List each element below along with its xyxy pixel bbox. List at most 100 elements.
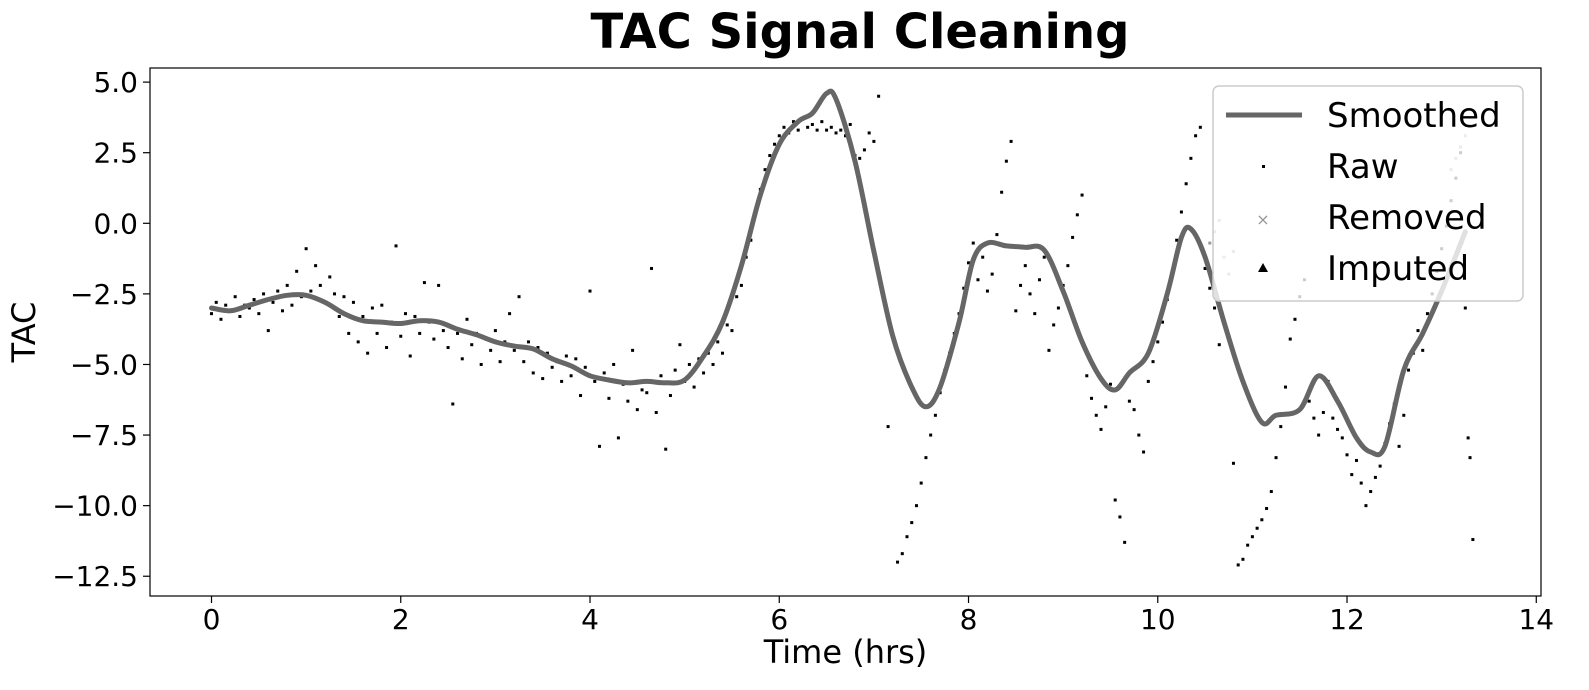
raw-point xyxy=(1279,425,1283,429)
raw-point xyxy=(465,317,469,321)
raw-point xyxy=(451,402,455,406)
raw-point xyxy=(602,371,606,375)
raw-point xyxy=(356,340,360,344)
raw-point xyxy=(564,354,568,358)
raw-point xyxy=(224,303,228,307)
raw-point xyxy=(1213,306,1217,310)
raw-point xyxy=(1189,156,1193,160)
raw-point xyxy=(796,128,800,132)
y-tick-label: −7.5 xyxy=(70,419,138,452)
raw-point xyxy=(266,329,270,333)
raw-point xyxy=(333,292,337,296)
raw-point xyxy=(290,303,294,307)
raw-point xyxy=(1345,453,1349,457)
raw-point xyxy=(702,371,706,375)
raw-point xyxy=(716,340,720,344)
raw-point xyxy=(635,408,639,412)
raw-point xyxy=(668,394,672,398)
raw-point xyxy=(489,348,493,352)
y-tick-label: −5.0 xyxy=(70,348,138,381)
raw-point xyxy=(210,312,214,316)
y-tick-label: −2.5 xyxy=(70,278,138,311)
raw-point xyxy=(569,374,573,378)
raw-point xyxy=(460,357,464,361)
raw-point xyxy=(1179,210,1183,214)
raw-point xyxy=(309,289,313,293)
raw-point xyxy=(593,379,597,383)
raw-point xyxy=(318,283,322,287)
raw-point xyxy=(829,125,833,129)
y-axis-label: TAC xyxy=(5,302,43,364)
raw-point xyxy=(877,94,881,98)
x-tick-label: 2 xyxy=(392,603,410,636)
raw-point xyxy=(536,346,540,350)
raw-point xyxy=(1056,306,1060,310)
raw-point xyxy=(361,314,365,318)
raw-point xyxy=(437,283,441,287)
raw-point xyxy=(1023,264,1027,268)
raw-point xyxy=(1009,139,1013,143)
raw-point xyxy=(1336,427,1340,431)
raw-point xyxy=(1127,399,1131,403)
raw-point xyxy=(446,346,450,350)
raw-point xyxy=(650,266,654,270)
raw-point xyxy=(645,391,649,395)
raw-point xyxy=(314,264,318,268)
raw-point xyxy=(276,289,280,293)
raw-point xyxy=(366,351,370,355)
raw-point xyxy=(1260,518,1264,522)
raw-point xyxy=(768,154,772,158)
x-tick-label: 12 xyxy=(1329,603,1365,636)
raw-point xyxy=(1471,538,1475,542)
raw-point xyxy=(522,360,526,364)
y-tick-label: −12.5 xyxy=(52,560,138,593)
raw-point xyxy=(640,388,644,392)
raw-point xyxy=(896,560,900,564)
raw-point xyxy=(664,447,668,451)
raw-point xyxy=(456,331,460,335)
raw-point xyxy=(1108,382,1112,386)
raw-point xyxy=(862,148,866,152)
raw-point xyxy=(607,396,611,400)
raw-point xyxy=(616,436,620,440)
raw-point xyxy=(304,247,308,251)
raw-point xyxy=(1014,309,1018,313)
raw-point xyxy=(914,504,918,508)
raw-point xyxy=(820,120,824,124)
raw-point xyxy=(1378,464,1382,468)
raw-point xyxy=(579,394,583,398)
raw-point xyxy=(479,362,483,366)
raw-point xyxy=(1004,159,1008,163)
raw-point xyxy=(214,300,218,304)
raw-point xyxy=(1037,278,1041,282)
raw-point xyxy=(233,295,237,299)
raw-point xyxy=(1142,450,1146,454)
raw-point xyxy=(1075,213,1079,217)
raw-point xyxy=(498,360,502,364)
y-tick-label: −10.0 xyxy=(52,490,138,523)
raw-point xyxy=(285,283,289,287)
raw-point xyxy=(872,139,876,143)
raw-point xyxy=(1255,526,1259,530)
raw-point xyxy=(1288,337,1292,341)
raw-point xyxy=(1156,340,1160,344)
raw-point xyxy=(612,362,616,366)
raw-point xyxy=(825,128,829,132)
raw-point xyxy=(1085,374,1089,378)
x-tick-label: 6 xyxy=(770,603,788,636)
raw-point xyxy=(1397,444,1401,448)
raw-point xyxy=(1468,456,1472,460)
x-tick-label: 0 xyxy=(203,603,221,636)
raw-point xyxy=(749,238,753,242)
raw-point xyxy=(1312,416,1316,420)
raw-point xyxy=(422,281,426,285)
raw-point xyxy=(1284,385,1288,389)
raw-point xyxy=(1090,396,1094,400)
raw-point xyxy=(1231,461,1235,465)
raw-point xyxy=(1250,535,1254,539)
raw-point xyxy=(413,314,417,318)
raw-point xyxy=(238,314,242,318)
raw-point xyxy=(810,122,814,126)
raw-point xyxy=(342,295,346,299)
